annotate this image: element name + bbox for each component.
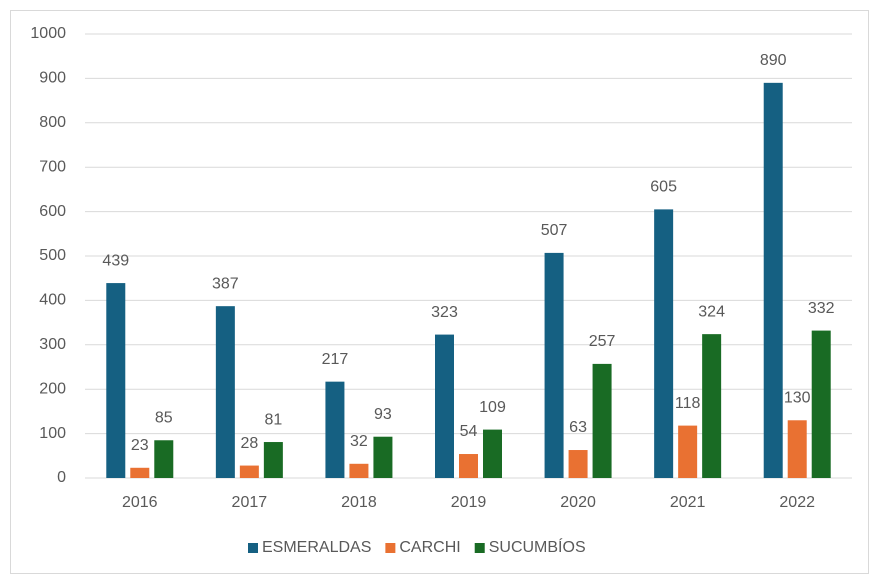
bar bbox=[763, 82, 783, 478]
bar bbox=[787, 420, 807, 478]
bar bbox=[459, 454, 478, 478]
y-tick-label: 200 bbox=[39, 380, 66, 397]
data-label: 323 bbox=[431, 304, 458, 321]
data-label: 332 bbox=[808, 300, 835, 317]
data-label: 63 bbox=[569, 419, 587, 436]
data-label: 890 bbox=[760, 52, 787, 69]
bar bbox=[349, 463, 369, 478]
data-label: 54 bbox=[460, 423, 478, 440]
data-label: 109 bbox=[479, 399, 506, 416]
y-tick-label: 900 bbox=[39, 70, 66, 87]
data-label: 32 bbox=[350, 433, 368, 450]
y-tick-label: 300 bbox=[39, 336, 66, 353]
bar bbox=[325, 381, 345, 478]
legend-label: ESMERALDAS bbox=[262, 539, 371, 556]
data-label: 28 bbox=[240, 435, 258, 452]
y-tick-label: 700 bbox=[39, 158, 66, 175]
bar bbox=[130, 467, 150, 478]
y-tick-label: 1000 bbox=[30, 25, 66, 42]
y-tick-label: 500 bbox=[39, 247, 66, 264]
bar bbox=[654, 209, 674, 478]
bar bbox=[263, 442, 283, 478]
y-tick-label: 100 bbox=[39, 425, 66, 442]
data-label: 118 bbox=[675, 395, 701, 412]
x-tick-label: 2022 bbox=[779, 494, 815, 511]
data-label: 93 bbox=[374, 406, 392, 423]
bar bbox=[592, 363, 612, 478]
chart-frame bbox=[10, 10, 869, 574]
bar bbox=[106, 283, 126, 478]
legend-label: SUCUMBÍOS bbox=[489, 537, 586, 556]
data-label: 23 bbox=[131, 437, 149, 454]
data-label: 217 bbox=[322, 351, 349, 368]
legend-swatch bbox=[248, 543, 258, 553]
data-label: 324 bbox=[698, 303, 725, 320]
bar bbox=[239, 465, 259, 478]
data-label: 387 bbox=[212, 275, 239, 292]
bar bbox=[483, 429, 502, 478]
bar bbox=[702, 334, 722, 478]
data-label: 439 bbox=[102, 252, 129, 269]
data-label: 257 bbox=[589, 333, 616, 350]
bar bbox=[215, 306, 235, 478]
bar bbox=[154, 440, 174, 478]
bar bbox=[373, 436, 393, 478]
y-tick-label: 800 bbox=[39, 114, 66, 131]
data-label: 85 bbox=[155, 409, 173, 426]
bar bbox=[435, 334, 454, 478]
legend-label: CARCHI bbox=[399, 539, 460, 556]
x-tick-label: 2016 bbox=[122, 494, 158, 511]
y-tick-label: 400 bbox=[39, 292, 66, 309]
x-tick-label: 2017 bbox=[232, 494, 268, 511]
x-tick-label: 2021 bbox=[670, 494, 706, 511]
y-tick-label: 600 bbox=[39, 203, 66, 220]
bar bbox=[811, 330, 831, 478]
bar bbox=[678, 425, 698, 478]
data-label: 605 bbox=[650, 179, 677, 196]
x-tick-label: 2018 bbox=[341, 494, 377, 511]
bar bbox=[568, 450, 588, 478]
data-label: 130 bbox=[784, 389, 811, 406]
y-tick-label: 0 bbox=[57, 469, 66, 486]
data-label: 81 bbox=[264, 411, 282, 428]
legend-swatch bbox=[474, 543, 485, 553]
data-label: 507 bbox=[541, 222, 568, 239]
legend-swatch bbox=[385, 543, 396, 553]
x-tick-label: 2019 bbox=[451, 494, 487, 511]
bar bbox=[544, 252, 564, 478]
x-tick-label: 2020 bbox=[560, 494, 596, 511]
